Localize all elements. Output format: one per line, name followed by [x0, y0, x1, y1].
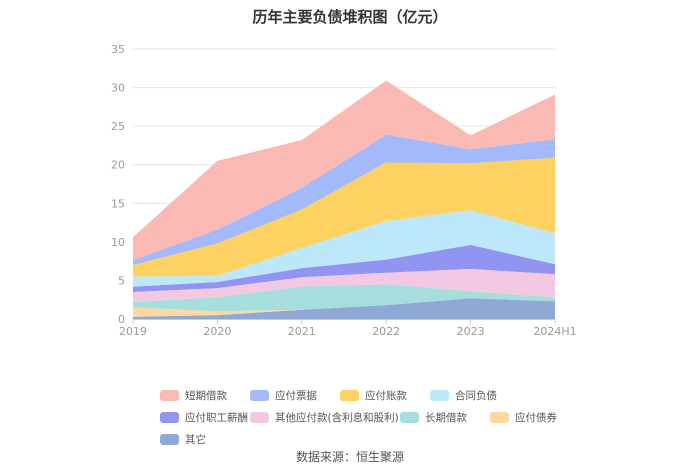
area-series-应付职工薪酬[interactable] — [133, 244, 555, 292]
axes: 0 5 10 15 20 25 30 35 2019 2020 2021 2022 2023 2024H1 — [111, 43, 577, 338]
y-tick-label: 30 — [111, 82, 125, 95]
legend-swatch — [250, 412, 269, 423]
legend-swatch — [160, 390, 179, 401]
x-tick-label: 2020 — [203, 325, 231, 338]
legend-swatch — [430, 390, 449, 401]
x-tick-label: 2023 — [457, 325, 485, 338]
legend-swatch — [160, 434, 179, 445]
legend-item-应付账款[interactable]: 应付账款 — [340, 388, 430, 403]
legend-swatch — [250, 390, 269, 401]
legend-item-其他应付款(含利息和股利)[interactable]: 其他应付款(含利息和股利) — [250, 410, 400, 425]
y-tick-label: 25 — [111, 120, 125, 133]
legend-label: 应付账款 — [365, 390, 407, 402]
legend-label: 应付职工薪酬 — [185, 412, 248, 424]
y-tick-label: 0 — [118, 313, 125, 326]
y-tick-label: 35 — [111, 43, 125, 56]
x-tick-label: 2022 — [372, 325, 400, 338]
area-series-应付票据[interactable] — [133, 134, 555, 265]
legend-item-应付职工薪酬[interactable]: 应付职工薪酬 — [160, 410, 250, 425]
legend-swatch — [160, 412, 179, 423]
area-series-其他应付款(含利息和股利)[interactable] — [133, 268, 555, 302]
legend-item-其它[interactable]: 其它 — [160, 432, 250, 447]
legend-label: 其他应付款(含利息和股利) — [275, 412, 399, 424]
legend: 短期借款 应付票据 应付账款 合同负债应付职工薪酬 其他应付款(含利息和股利) 长期借款 应… — [160, 388, 580, 447]
legend-item-合同负债[interactable]: 合同负债 — [430, 388, 520, 403]
legend-label: 合同负债 — [455, 390, 497, 402]
legend-item-短期借款[interactable]: 短期借款 — [160, 388, 250, 403]
area-series-合同负债[interactable] — [133, 210, 555, 287]
x-tick-label: 2024H1 — [533, 325, 576, 338]
data-source: 数据来源：恒生聚源 — [295, 450, 404, 464]
area-series-其它[interactable] — [133, 298, 555, 319]
y-tick-label: 5 — [118, 274, 125, 287]
legend-item-长期借款[interactable]: 长期借款 — [400, 410, 490, 425]
x-tick-label: 2021 — [288, 325, 316, 338]
y-tick-label: 10 — [111, 236, 125, 249]
legend-swatch — [490, 412, 509, 423]
area-series-应付账款[interactable] — [133, 157, 555, 277]
area-series-短期借款[interactable] — [133, 80, 555, 261]
y-tick-label: 15 — [111, 197, 125, 210]
area-series-应付债券[interactable] — [133, 298, 555, 317]
legend-label: 长期借款 — [425, 412, 467, 424]
legend-label: 其它 — [185, 434, 206, 446]
chart-title: 历年主要负债堆积图（亿元） — [252, 8, 448, 26]
y-tick-label: 20 — [111, 159, 125, 172]
legend-label: 应付债券 — [515, 412, 557, 424]
area-series-group — [133, 80, 555, 319]
legend-label: 短期借款 — [185, 390, 227, 402]
legend-item-应付票据[interactable]: 应付票据 — [250, 388, 340, 403]
stacked-area-chart: 0 5 10 15 20 25 30 35 2019 2020 2021 2022 2023 2024H1 — [111, 43, 577, 338]
legend-swatch — [340, 390, 359, 401]
x-tick-label: 2019 — [119, 325, 147, 338]
legend-item-应付债券[interactable]: 应付债券 — [490, 410, 580, 425]
legend-swatch — [400, 412, 419, 423]
legend-label: 应付票据 — [275, 390, 317, 402]
area-series-长期借款[interactable] — [133, 284, 555, 312]
